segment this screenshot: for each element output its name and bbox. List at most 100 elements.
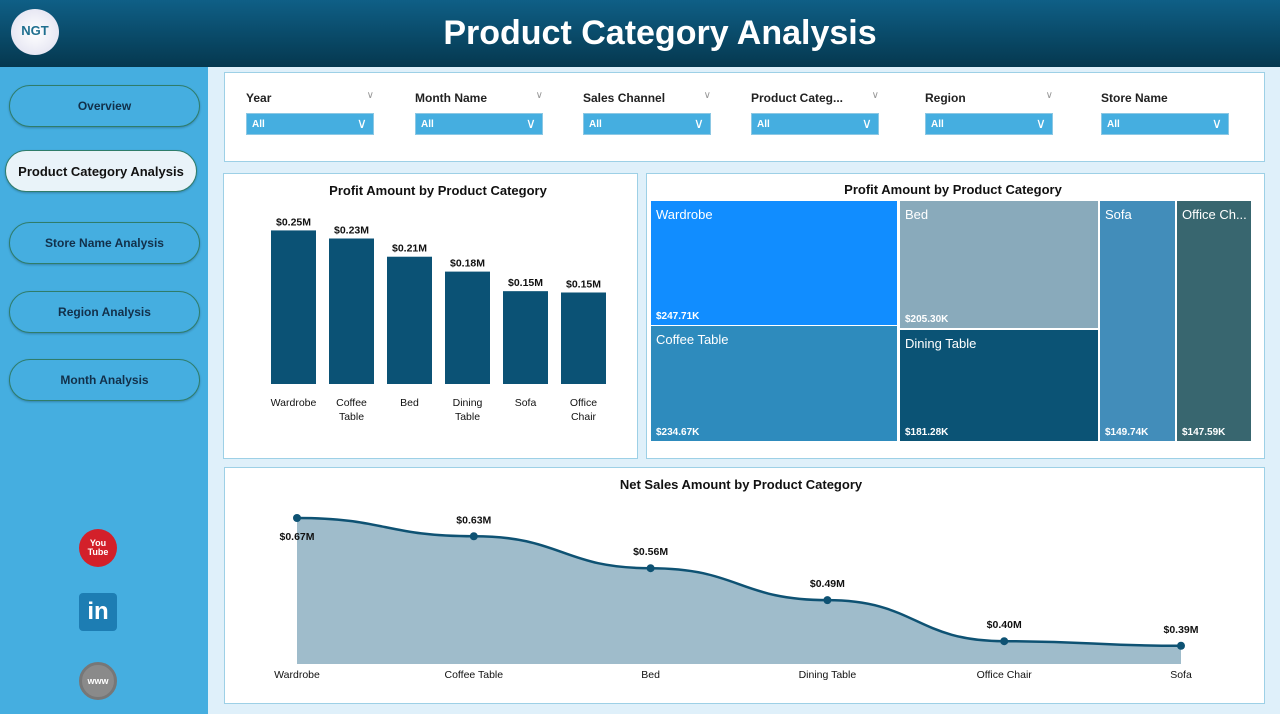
bar-bed[interactable] xyxy=(387,256,432,384)
point-data-label: $0.49M xyxy=(810,578,845,590)
point-data-label: $0.40M xyxy=(987,619,1022,631)
filter-sales-channel: Sales Channel ∨ All ∨ xyxy=(583,88,711,135)
point-data-label: $0.67M xyxy=(279,531,314,543)
bar-wardrobe[interactable] xyxy=(271,230,316,384)
filter-dropdown[interactable]: All ∨ xyxy=(925,113,1053,135)
filter-value: All xyxy=(421,119,434,130)
linkedin-icon[interactable]: in xyxy=(79,593,117,631)
bar-data-label: $0.21M xyxy=(392,243,427,255)
tile-value: $149.74K xyxy=(1105,427,1149,438)
x-tick-label: Table xyxy=(339,411,364,423)
treemap-tile[interactable]: Wardrobe $247.71K xyxy=(651,201,897,325)
filter-dropdown[interactable]: All ∨ xyxy=(415,113,543,135)
page-title: Product Category Analysis xyxy=(443,14,877,52)
x-tick-label: Sofa xyxy=(1170,669,1192,681)
chevron-down-icon: ∨ xyxy=(525,115,536,131)
bar-data-label: $0.18M xyxy=(450,258,485,270)
x-tick-label: Bed xyxy=(400,397,419,409)
filter-year: Year ∨ All ∨ xyxy=(246,88,374,135)
chevron-down-icon: ∨ xyxy=(1035,115,1046,131)
tile-name: Coffee Table xyxy=(656,332,729,347)
data-point[interactable] xyxy=(293,514,301,522)
chevron-down-icon: ∨ xyxy=(693,115,704,131)
bar-sofa[interactable] xyxy=(503,291,548,384)
filter-dropdown[interactable]: All ∨ xyxy=(246,113,374,135)
bar-office-chair[interactable] xyxy=(561,292,606,384)
chevron-down-icon[interactable]: ∨ xyxy=(535,90,543,101)
youtube-icon[interactable]: You Tube xyxy=(79,529,117,567)
x-tick-label: Sofa xyxy=(515,397,537,409)
tile-name: Dining Table xyxy=(905,336,977,351)
treemap-tile[interactable]: Coffee Table $234.67K xyxy=(651,326,897,441)
data-point[interactable] xyxy=(1177,641,1185,650)
bar-data-label: $0.15M xyxy=(566,278,601,290)
tile-value: $181.28K xyxy=(905,427,949,438)
filter-panel xyxy=(224,72,1265,162)
company-logo: NGT xyxy=(11,9,59,55)
filter-store-name: Store Name All ∨ xyxy=(1101,88,1229,135)
tile-name: Sofa xyxy=(1105,207,1132,222)
treemap-tile[interactable]: Sofa $149.74K xyxy=(1100,201,1175,441)
x-tick-label: Wardrobe xyxy=(274,669,320,681)
nav-month-analysis[interactable]: Month Analysis xyxy=(9,359,200,401)
x-tick-label: Wardrobe xyxy=(271,397,317,409)
data-point[interactable] xyxy=(1000,637,1009,646)
globe-www-icon[interactable]: www xyxy=(79,662,117,700)
filter-dropdown[interactable]: All ∨ xyxy=(583,113,711,135)
nav-store-name-analysis[interactable]: Store Name Analysis xyxy=(9,222,200,264)
tile-value: $205.30K xyxy=(905,314,949,325)
treemap-tile[interactable]: Office Ch... $147.59K xyxy=(1177,201,1251,441)
tile-value: $147.59K xyxy=(1182,427,1226,438)
data-point[interactable] xyxy=(469,532,478,541)
chevron-down-icon[interactable]: ∨ xyxy=(703,90,711,101)
treemap-tile[interactable]: Bed $205.30K xyxy=(900,201,1098,328)
filter-value: All xyxy=(757,119,770,130)
tile-value: $234.67K xyxy=(656,427,700,438)
filter-value: All xyxy=(1107,119,1120,130)
x-tick-label: Chair xyxy=(571,411,597,423)
filter-label: Region xyxy=(925,91,966,105)
sidebar: Overview Product Category Analysis Store… xyxy=(0,67,208,714)
area-chart: $0.67M Wardrobe $0.63M Coffee Table $0.56M Be… xyxy=(274,514,1199,681)
bar-coffee-table[interactable] xyxy=(329,238,374,384)
nav-region-analysis[interactable]: Region Analysis xyxy=(9,291,200,333)
nav-product-category-analysis[interactable]: Product Category Analysis xyxy=(5,150,197,192)
header-bar xyxy=(0,0,1280,67)
filter-label: Product Categ... xyxy=(751,91,844,105)
chevron-down-icon: ∨ xyxy=(356,115,367,131)
chevron-down-icon[interactable]: ∨ xyxy=(1045,90,1053,101)
chevron-down-icon[interactable]: ∨ xyxy=(871,90,879,101)
filter-dropdown[interactable]: All ∨ xyxy=(1101,113,1229,135)
filter-product-categ: Product Categ... ∨ All ∨ xyxy=(751,88,879,135)
filter-value: All xyxy=(931,119,944,130)
tile-name: Bed xyxy=(905,207,929,222)
area-chart-title: Net Sales Amount by Product Category xyxy=(619,477,863,492)
bar-chart-title: Profit Amount by Product Category xyxy=(329,183,547,198)
bar-data-label: $0.15M xyxy=(508,277,543,289)
filter-label: Store Name xyxy=(1101,91,1168,105)
x-tick-label: Coffee Table xyxy=(445,669,504,681)
point-data-label: $0.63M xyxy=(456,514,491,526)
area-fill xyxy=(297,518,1181,664)
x-tick-label: Table xyxy=(455,411,480,423)
filter-label: Sales Channel xyxy=(583,91,666,105)
point-data-label: $0.39M xyxy=(1163,624,1198,636)
chevron-down-icon: ∨ xyxy=(861,115,872,131)
filter-value: All xyxy=(252,119,265,130)
filter-dropdown[interactable]: All ∨ xyxy=(751,113,879,135)
bar-dining-table[interactable] xyxy=(445,271,490,384)
nav-overview[interactable]: Overview xyxy=(9,85,200,127)
area-line xyxy=(296,516,1182,647)
data-point[interactable] xyxy=(646,564,655,573)
filter-label: Year xyxy=(246,91,272,105)
tile-name: Office Ch... xyxy=(1182,207,1247,222)
treemap-title: Profit Amount by Product Category xyxy=(844,182,1062,197)
bar-data-label: $0.25M xyxy=(276,216,311,228)
tile-value: $247.71K xyxy=(656,311,700,322)
x-tick-label: Dining xyxy=(453,397,483,409)
data-point[interactable] xyxy=(823,596,832,605)
treemap-tile[interactable]: Dining Table $181.28K xyxy=(900,330,1098,441)
tile-name: Wardrobe xyxy=(656,207,713,222)
chevron-down-icon[interactable]: ∨ xyxy=(366,90,374,101)
bar-chart: $0.25M Wardrobe $0.23M Coffee Table $0.21M Bed… xyxy=(271,216,606,423)
